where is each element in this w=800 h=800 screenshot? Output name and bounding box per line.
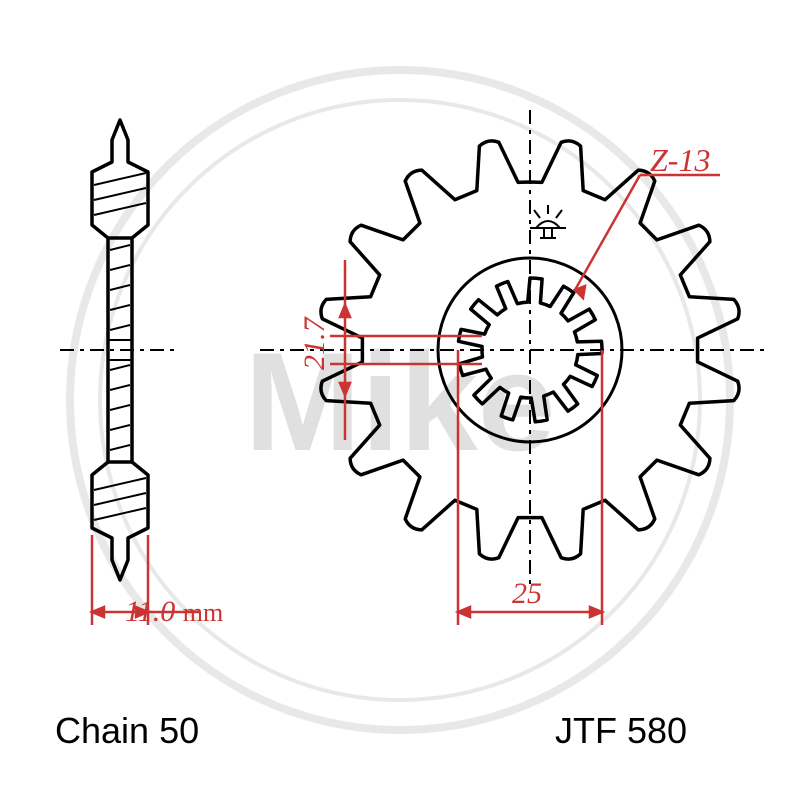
technical-drawing	[0, 0, 800, 800]
dim-spline-inner-label: 21.7	[298, 318, 332, 371]
dim-z13	[575, 175, 720, 298]
side-profile	[60, 120, 180, 580]
dim-z13-label: Z-13	[650, 142, 710, 179]
sprocket-front	[260, 110, 770, 590]
dimensions	[92, 175, 720, 625]
chain-label: Chain 50	[55, 710, 199, 752]
part-number-label: JTF 580	[555, 710, 687, 752]
dim-width-label: 11.0 mm	[125, 595, 223, 629]
dim-spline-outer-label: 25	[512, 577, 542, 611]
